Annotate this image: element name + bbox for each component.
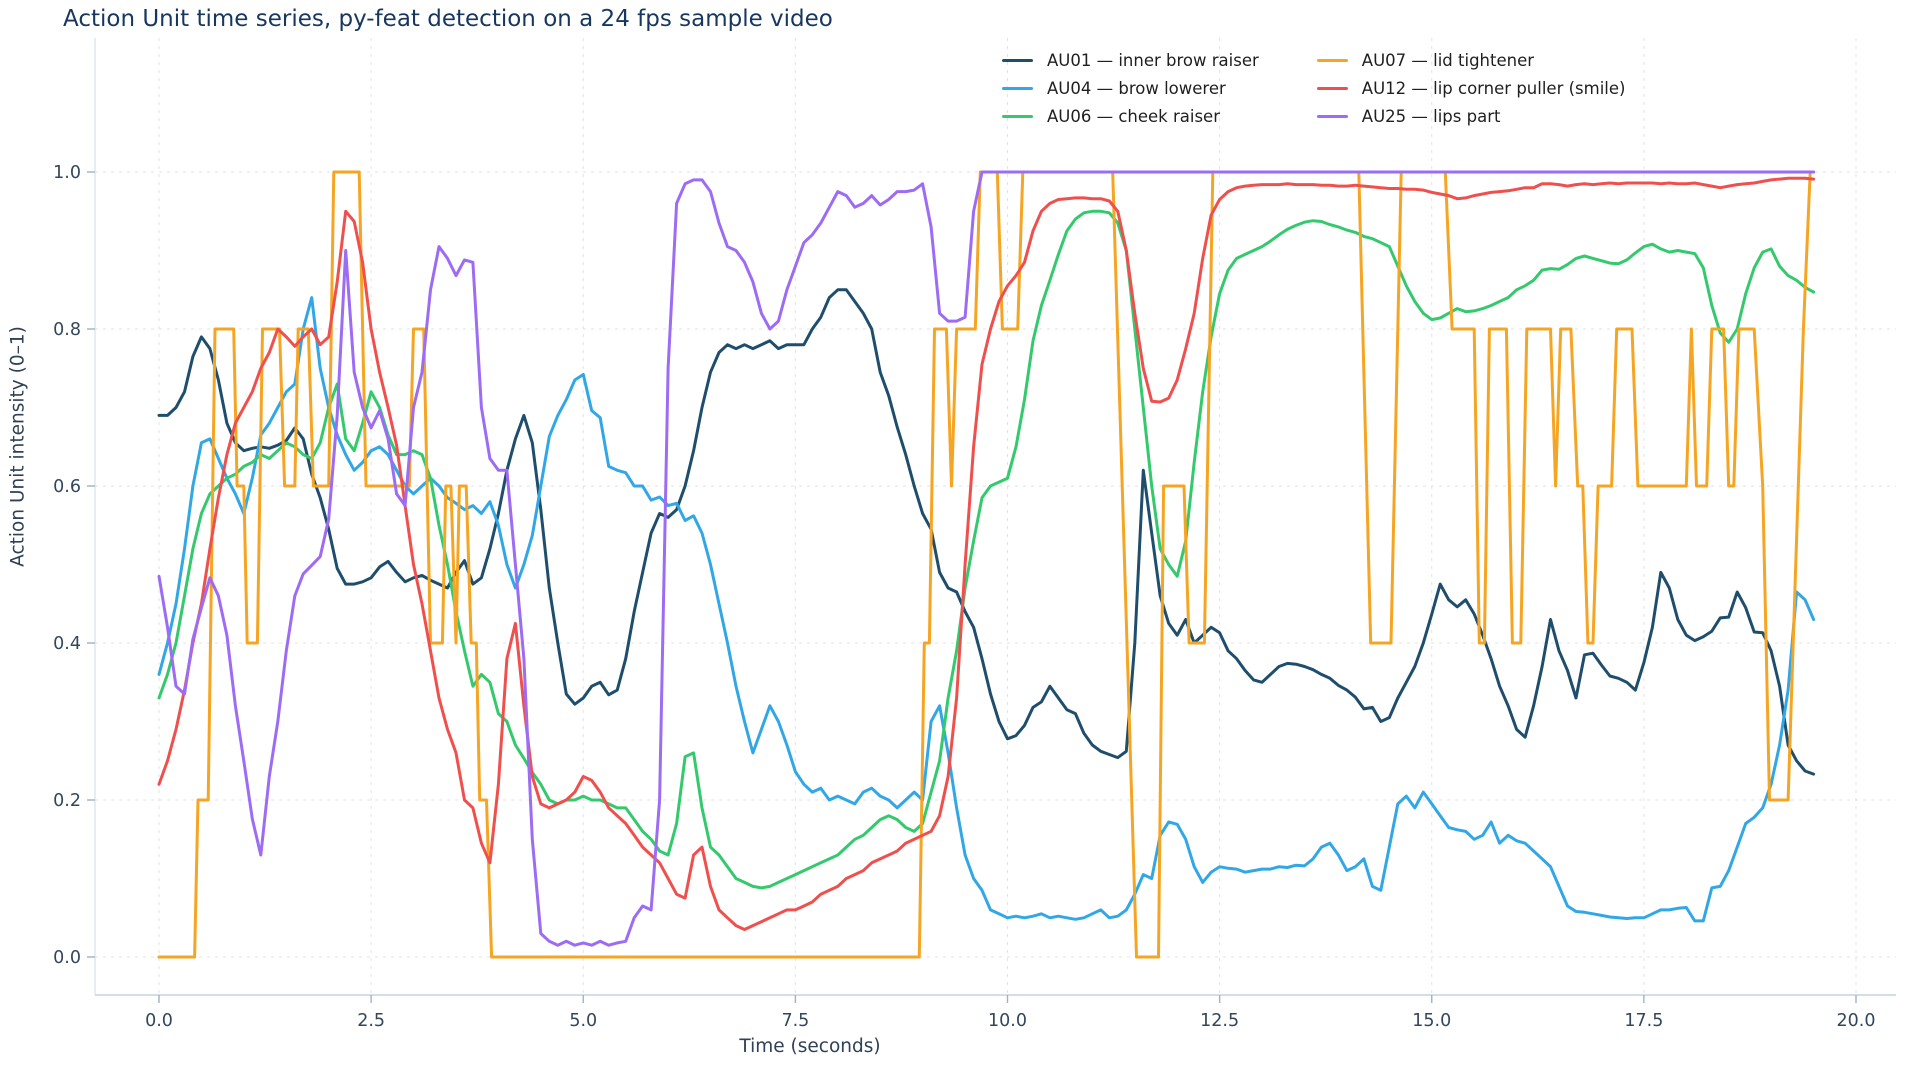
x-tick-label: 17.5	[1624, 1011, 1663, 1031]
legend: AU01 — inner brow raiser AU04 — brow lowe…	[1002, 50, 1625, 127]
series-line-AU06	[157, 209, 1816, 890]
x-tick-label: 15.0	[1412, 1011, 1451, 1031]
x-axis-label: Time (seconds)	[739, 1036, 881, 1057]
y-tick-label: 1.0	[53, 163, 81, 183]
x-tick-label: 20.0	[1837, 1011, 1876, 1031]
x-tick-label: 0.0	[145, 1011, 173, 1031]
x-tick-label: 10.0	[988, 1011, 1027, 1031]
legend-label-AU04: AU04 — brow lowerer	[1047, 79, 1226, 98]
series-line-AU12	[157, 176, 1816, 931]
y-axis-label: Action Unit intensity (0–1)	[7, 326, 29, 567]
legend-item-AU06: AU06 — cheek raiser	[1002, 106, 1259, 127]
legend-item-AU25: AU25 — lips part	[1316, 106, 1626, 127]
x-tick-label: 2.5	[357, 1011, 385, 1031]
y-tick-label: 0.8	[53, 320, 81, 340]
legend-line-swatch-AU07	[1316, 58, 1348, 63]
series-line-AU25	[157, 170, 1816, 947]
legend-label-AU25: AU25 — lips part	[1361, 107, 1501, 126]
legend-line-swatch-AU06	[1002, 114, 1033, 119]
legend-column: AU01 — inner brow raiser AU04 — brow lowe…	[1002, 50, 1259, 127]
x-tick-label: 7.5	[781, 1011, 809, 1031]
y-tick-label: 0.2	[53, 791, 81, 811]
y-tick-label: 0.6	[53, 477, 81, 497]
legend-column: AU07 — lid tightener AU12 — lip corner pu…	[1316, 50, 1626, 127]
y-tick-label: 0.4	[53, 634, 81, 654]
y-tick-label: 0.0	[53, 948, 81, 968]
chart-title: Action Unit time series, py-feat detecti…	[63, 6, 833, 32]
legend-item-AU04: AU04 — brow lowerer	[1002, 78, 1259, 99]
x-tick-label: 12.5	[1200, 1011, 1239, 1031]
legend-line-swatch-AU12	[1316, 86, 1348, 91]
legend-line-swatch-AU04	[1002, 86, 1033, 91]
x-tick-label: 5.0	[569, 1011, 597, 1031]
legend-item-AU12: AU12 — lip corner puller (smile)	[1316, 78, 1626, 99]
legend-item-AU07: AU07 — lid tightener	[1316, 50, 1626, 71]
legend-line-swatch-AU01	[1002, 58, 1033, 63]
legend-label-AU01: AU01 — inner brow raiser	[1047, 51, 1259, 70]
legend-item-AU01: AU01 — inner brow raiser	[1002, 50, 1259, 71]
series-line-AU01	[157, 288, 1816, 776]
legend-label-AU12: AU12 — lip corner puller (smile)	[1361, 79, 1626, 98]
legend-label-AU07: AU07 — lid tightener	[1361, 51, 1535, 70]
series-line-AU04	[157, 296, 1816, 923]
legend-line-swatch-AU25	[1316, 114, 1348, 119]
legend-label-AU06: AU06 — cheek raiser	[1047, 107, 1220, 126]
series-line-AU07	[157, 170, 1816, 959]
